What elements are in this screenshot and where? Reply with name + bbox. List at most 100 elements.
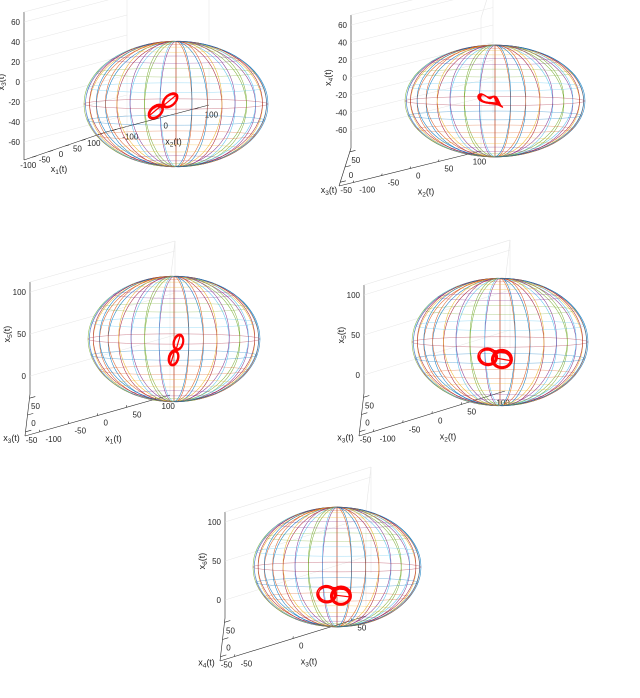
tick-label: -50: [39, 156, 51, 165]
sphere-parallel: [96, 67, 256, 78]
sphere-meridian: [92, 276, 175, 402]
tick-label: 50: [467, 408, 476, 417]
sphere-meridian: [173, 276, 190, 403]
sphere-meridian: [173, 275, 218, 402]
tick-label: -100: [20, 161, 37, 170]
x-axis-label: x3(t): [321, 185, 338, 197]
sphere-parallel: [151, 163, 201, 167]
y-axis-label: x2(t): [418, 187, 435, 199]
trajectory-line: [167, 333, 185, 367]
box-edge: [504, 239, 511, 284]
y-tick: [381, 173, 383, 176]
sphere-parallel: [411, 336, 589, 348]
sphere-meridian: [484, 277, 501, 406]
sphere-meridian: [175, 41, 247, 167]
tick-label: 0: [349, 171, 354, 180]
sphere-parallel: [110, 144, 242, 153]
sphere-meridian: [175, 41, 267, 167]
sphere-meridian: [494, 44, 541, 158]
tick-label: 50: [365, 401, 374, 410]
x-tick: [81, 139, 86, 141]
tick-label: 50: [226, 626, 235, 635]
sphere-meridian: [257, 506, 338, 628]
x-tick: [363, 395, 370, 398]
tick-label: 50: [17, 330, 26, 339]
tick-label: -50: [221, 661, 233, 670]
tick-label: -100: [122, 132, 139, 141]
sphere-meridian: [129, 40, 177, 167]
sphere-meridian: [130, 275, 175, 402]
sphere-parallel: [86, 115, 266, 126]
sphere-meridian: [92, 276, 175, 402]
sphere-meridian: [499, 277, 531, 406]
y-tick: [438, 159, 440, 162]
x-tick: [224, 620, 231, 623]
y-tick: [352, 180, 355, 183]
sphere-meridian: [257, 506, 338, 628]
sphere-meridian: [144, 40, 177, 167]
y-axis-label: x1(t): [105, 434, 122, 446]
sphere-meridian: [494, 44, 580, 158]
tick-label: 0: [22, 372, 27, 381]
sphere-meridian: [436, 44, 496, 158]
subplot-3: 100 50 0 50 0 -50 -100 -50 0 50 100 x5(t) x3(t) x1(t): [2, 240, 261, 446]
tick-label: 0: [104, 419, 109, 428]
sphere-meridian: [443, 278, 501, 406]
sphere-meridian: [254, 506, 338, 628]
sphere-meridian: [469, 277, 501, 406]
sphere-meridian: [105, 41, 177, 167]
sphere-meridian: [336, 506, 380, 628]
sphere-meridian: [99, 276, 175, 402]
tick-label: 0: [16, 78, 21, 87]
x-axis-label: x4(t): [198, 658, 215, 670]
z-gridline: [224, 476, 372, 523]
sphere-parallel: [151, 398, 197, 402]
x-tick: [340, 180, 346, 183]
trajectory-line: [477, 93, 504, 108]
z-gridline: [224, 554, 372, 601]
tick-label: 50: [212, 557, 221, 566]
z-gridline: [363, 249, 511, 296]
sphere-meridian: [449, 44, 496, 158]
sphere-parallel: [99, 302, 249, 313]
box-edge: [224, 466, 372, 513]
sphere-meridian: [118, 276, 175, 403]
sphere-meridian: [107, 276, 175, 402]
tick-label: 20: [338, 56, 347, 65]
z-axis-label: x4(t): [323, 69, 335, 86]
sphere-meridian: [455, 278, 501, 407]
sphere-parallel: [416, 124, 574, 134]
sphere-parallel: [129, 155, 223, 162]
sphere-parallel: [264, 592, 410, 602]
tick-label: 100: [347, 291, 361, 300]
sphere-meridian: [494, 44, 541, 158]
sphere-meridian: [89, 41, 177, 167]
tick-label: 0: [356, 371, 361, 380]
box-edge: [29, 240, 176, 283]
tick-label: 100: [473, 158, 487, 167]
sphere-meridian: [417, 278, 501, 406]
sphere-parallel: [471, 153, 519, 157]
tick-label: 40: [338, 39, 347, 48]
sphere-meridian: [175, 41, 263, 167]
tick-label: 50: [351, 331, 360, 340]
sphere-meridian: [494, 44, 554, 158]
sphere-meridian: [336, 506, 352, 628]
z-gridline: [363, 329, 511, 376]
x-axis-label: x3(t): [337, 433, 354, 445]
sphere-meridian: [175, 41, 263, 167]
x-tick: [25, 429, 32, 433]
x-tick: [48, 150, 53, 152]
sphere-meridian: [158, 275, 175, 402]
tick-label: -60: [335, 126, 347, 135]
sphere-parallel: [455, 394, 545, 400]
sphere-meridian: [173, 276, 259, 402]
sphere-meridian: [499, 278, 587, 406]
sphere-meridian: [336, 506, 420, 628]
sphere-meridian: [406, 44, 496, 158]
sphere-parallel: [86, 82, 266, 93]
sphere-meridian: [494, 44, 580, 158]
tick-label: -40: [335, 109, 347, 118]
